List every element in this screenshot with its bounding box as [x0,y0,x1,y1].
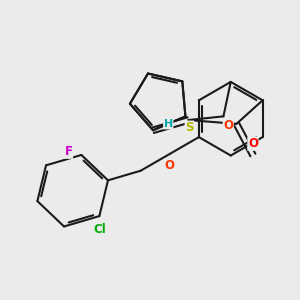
Text: F: F [64,145,73,158]
Text: O: O [223,119,233,133]
Text: Cl: Cl [93,223,106,236]
Text: O: O [165,159,175,172]
Text: H: H [164,119,173,129]
Text: S: S [185,121,194,134]
Text: O: O [248,137,258,150]
